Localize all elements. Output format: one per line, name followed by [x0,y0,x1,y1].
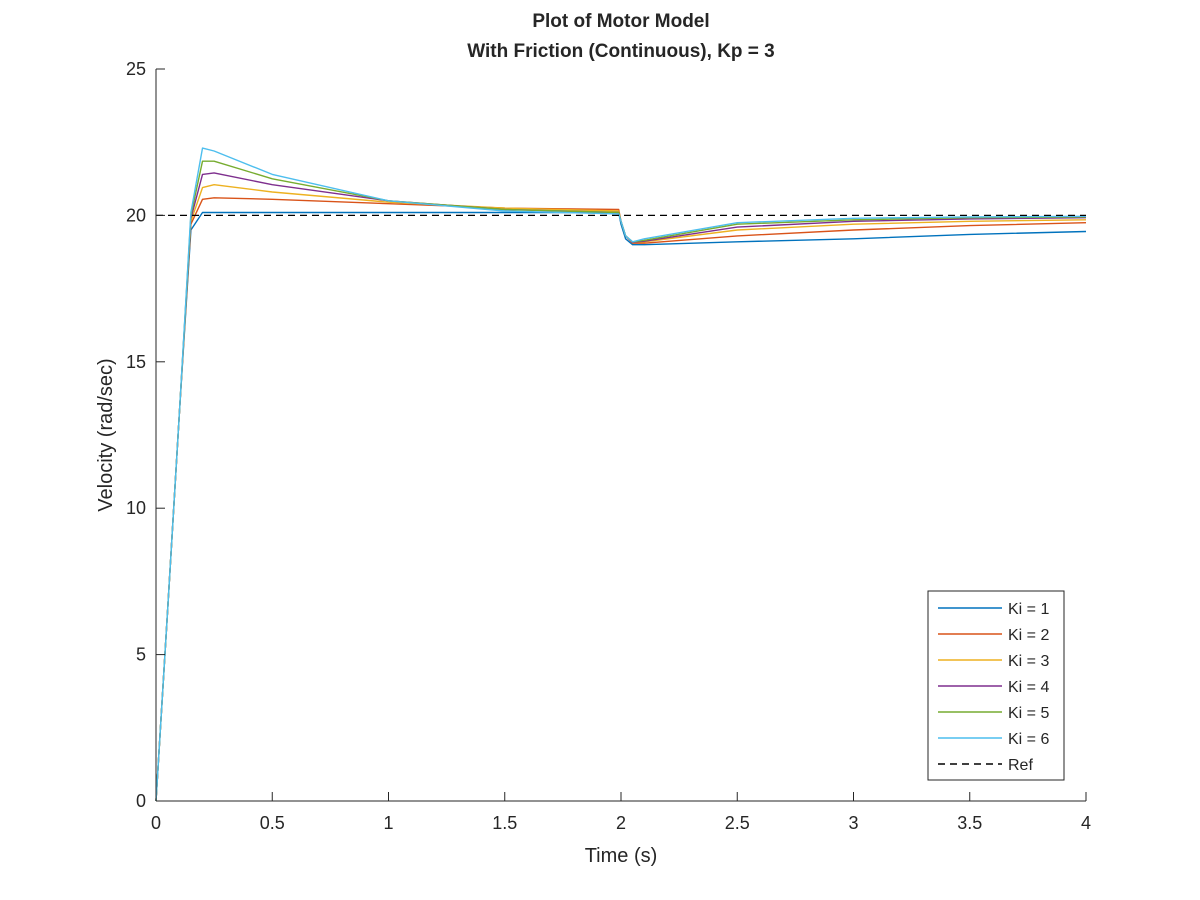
y-ticks: 0 5 10 15 20 25 [126,59,165,811]
chart-title-line-2: With Friction (Continuous), Kp = 3 [467,41,775,62]
x-tick-label: 4 [1081,813,1091,833]
x-tick-label: 0 [151,813,161,833]
x-tick-label: 3 [848,813,858,833]
legend: Ki = 1 Ki = 2 Ki = 3 Ki = 4 Ki = 5 Ki = 6 Ref [927,590,1065,781]
legend-label-3: Ki = 3 [1008,653,1049,670]
x-axis-label: Time (s) [585,845,658,867]
y-tick-label: 10 [126,498,146,518]
y-tick-label: 25 [126,59,146,79]
y-tick-label: 0 [136,791,146,811]
x-tick-label: 2.5 [725,813,750,833]
series-layer [155,147,1087,802]
y-tick-label: 15 [126,352,146,372]
x-tick-label: 3.5 [957,813,982,833]
legend-label-6: Ki = 6 [1008,731,1049,748]
y-axis-label: Velocity (rad/sec) [95,358,117,511]
series-line-6 [155,147,1087,802]
x-tick-label: 2 [616,813,626,833]
y-tick-label: 20 [126,205,146,225]
x-tick-label: 1 [383,813,393,833]
legend-label-2: Ki = 2 [1008,627,1049,644]
chart-title-line-1: Plot of Motor Model [532,11,709,32]
x-ticks: 0 0.5 1 1.5 2 2.5 3 3.5 4 [151,792,1091,833]
legend-label-7: Ref [1008,757,1033,774]
legend-label-5: Ki = 5 [1008,705,1049,722]
legend-items: Ki = 1 Ki = 2 Ki = 3 Ki = 4 Ki = 5 Ki = 6 Ref [938,601,1049,774]
y-tick-label: 5 [136,645,146,665]
x-tick-label: 0.5 [260,813,285,833]
legend-label-1: Ki = 1 [1008,601,1049,618]
x-tick-label: 1.5 [492,813,517,833]
axes: 0 0.5 1 1.5 2 2.5 3 3.5 4 0 5 10 15 20 25 [126,59,1091,833]
legend-label-4: Ki = 4 [1008,679,1049,696]
